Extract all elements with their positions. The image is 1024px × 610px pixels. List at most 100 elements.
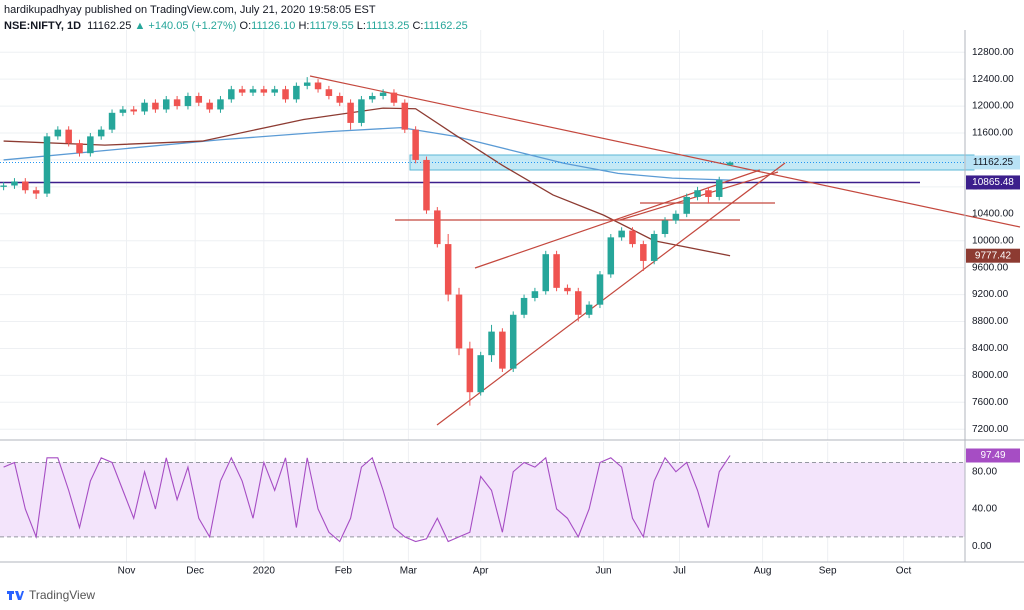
- y-tick-label: 7600.00: [972, 397, 1009, 408]
- candle-body: [152, 102, 159, 110]
- symbol: NSE:NIFTY, 1D: [4, 20, 82, 32]
- candle-body: [412, 129, 419, 160]
- y-tick-label: 9200.00: [972, 289, 1009, 300]
- x-tick-label: Dec: [186, 566, 204, 577]
- ohlc-value: 11179.55: [309, 20, 354, 32]
- candle-body: [618, 230, 625, 238]
- x-tick-label: Oct: [896, 566, 912, 577]
- candle-body: [22, 181, 29, 191]
- candle-body: [423, 159, 430, 211]
- candle-body: [369, 95, 376, 100]
- last-price: 11162.25: [87, 20, 132, 32]
- y-tick-label: 12000.00: [972, 101, 1014, 112]
- candle-body: [54, 129, 62, 137]
- candle-body: [499, 331, 506, 369]
- price-tag: [966, 248, 1020, 263]
- price-tag-label: 9777.42: [975, 250, 1012, 261]
- candle-body: [32, 190, 40, 194]
- candle-body: [65, 129, 72, 144]
- candle-body: [390, 92, 398, 103]
- candle-body: [672, 213, 680, 221]
- candle-body: [282, 89, 289, 100]
- candles: [0, 77, 734, 406]
- header: hardikupadhyay published on TradingView.…: [4, 2, 468, 34]
- grid: [0, 30, 965, 562]
- candle-body: [575, 291, 582, 315]
- price-tag-label: 97.49: [980, 450, 1005, 461]
- x-tick-label: Jul: [673, 566, 686, 577]
- candle-body: [206, 102, 213, 110]
- x-tick-label: Nov: [118, 566, 136, 577]
- y-tick-label: 40.00: [972, 504, 997, 515]
- candle-body: [119, 109, 127, 113]
- ohlc-value: 11113.25: [365, 20, 410, 32]
- y-tick-label: 0.00: [972, 541, 992, 552]
- price-tag: [966, 448, 1020, 463]
- candle-body: [553, 254, 560, 288]
- ohlc-value: 11162.25: [423, 20, 468, 32]
- candle-body: [260, 89, 268, 93]
- y-tick-label: 12800.00: [972, 47, 1014, 58]
- drawings: [309, 75, 1021, 426]
- x-tick-label: Aug: [754, 566, 772, 577]
- candle-body: [108, 112, 116, 130]
- footer: TradingView: [6, 588, 95, 602]
- ohlc-label: H:: [298, 20, 310, 32]
- candle-body: [650, 233, 658, 261]
- candle-body: [173, 99, 181, 107]
- candle-body: [97, 129, 105, 137]
- x-tick-label: 2020: [253, 566, 276, 577]
- price-tag-label: 11162.25: [973, 157, 1014, 168]
- y-tick-label: 12400.00: [972, 74, 1014, 85]
- brand: TradingView: [29, 588, 96, 602]
- trend-line: [309, 75, 1021, 228]
- candle-body: [477, 355, 484, 393]
- x-tick-label: Feb: [335, 566, 353, 577]
- candle-body: [76, 143, 83, 154]
- candle-body: [694, 190, 701, 197]
- candle-body: [87, 136, 94, 154]
- band-fill: [0, 462, 965, 537]
- ohlc-value: 11126.10: [251, 20, 296, 32]
- candle-body: [217, 99, 224, 110]
- candle-body: [661, 220, 669, 234]
- candle-body: [715, 180, 723, 197]
- y-tick-label: 9600.00: [972, 262, 1009, 273]
- trend-line: [474, 169, 761, 269]
- candle-body: [564, 287, 571, 292]
- author-line: hardikupadhyay published on TradingView.…: [4, 4, 376, 16]
- candle-body: [444, 244, 452, 295]
- candle-body: [640, 244, 647, 261]
- oscillator-line: [3, 455, 731, 543]
- y-tick-label: 8800.00: [972, 316, 1009, 327]
- x-tick-label: Mar: [400, 566, 418, 577]
- candle-body: [585, 304, 593, 315]
- ohlc-label: C:: [412, 20, 424, 32]
- candle-body: [466, 348, 474, 393]
- candle-body: [271, 89, 278, 93]
- candle-body: [629, 230, 636, 245]
- logo: [7, 591, 24, 600]
- candle-body: [531, 291, 539, 298]
- candle-body: [130, 109, 137, 112]
- price-tag: [966, 175, 1020, 190]
- y-tick-label: 10400.00: [972, 208, 1014, 219]
- candle-body: [358, 99, 365, 123]
- candle-body: [379, 92, 387, 96]
- candle-body: [607, 237, 615, 275]
- candle-body: [683, 196, 690, 214]
- candle-body: [325, 89, 333, 96]
- ohlc-label: O:: [239, 20, 252, 32]
- candle-body: [434, 210, 441, 245]
- candle-body: [314, 82, 322, 90]
- candle-body: [11, 181, 18, 186]
- change: ▲ +140.05 (+1.27%): [134, 20, 237, 32]
- candle-body: [488, 331, 495, 356]
- candle-body: [336, 95, 343, 103]
- price-tag-label: 10865.48: [972, 177, 1014, 188]
- candle-body: [520, 297, 528, 315]
- candle-body: [596, 274, 604, 305]
- y-tick-label: 8400.00: [972, 343, 1009, 354]
- candle-body: [141, 102, 148, 112]
